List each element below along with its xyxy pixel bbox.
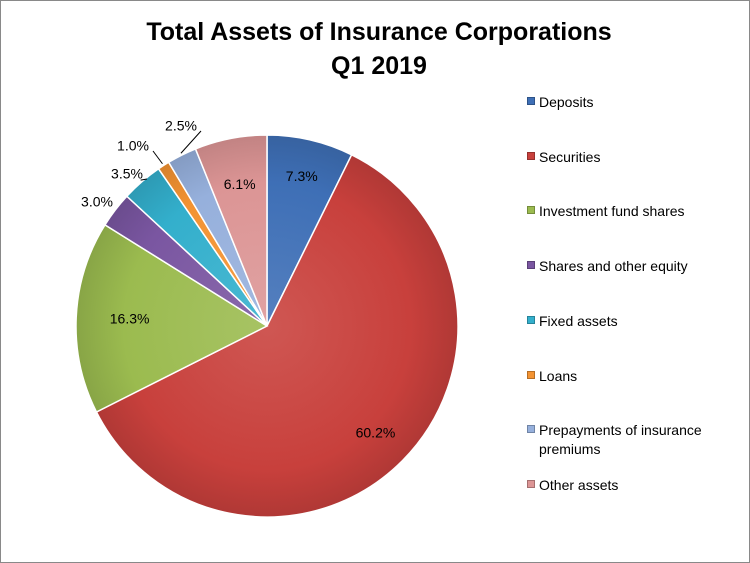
leader-line-prepayments-of-insurance-premiums [180, 130, 202, 154]
legend-swatch [527, 261, 535, 269]
legend-label: Other assets [539, 477, 619, 493]
legend-label: Fixed assets [539, 313, 618, 329]
leader-lines [140, 130, 202, 181]
leader-line-fixed-assets [140, 178, 148, 181]
data-labels: 7.3% 60.2% 16.3% 3.0% 3.5% 1.0% 2.5% 6.1% [81, 118, 395, 441]
data-label-loans: 1.0% [117, 138, 149, 154]
pie-slices [75, 134, 459, 518]
data-label-deposits: 7.3% [286, 168, 318, 184]
chart-title-line-1: Total Assets of Insurance Corporations [146, 18, 612, 46]
legend-label: Shares and other equity [539, 258, 688, 274]
data-label-securities: 60.2% [356, 424, 396, 440]
data-label-fixed-assets: 3.5% [111, 166, 143, 182]
chart-title: Total Assets of Insurance Corporations Q… [1, 15, 750, 83]
legend-swatch [527, 97, 535, 105]
pie-slice-investment-fund-shares [75, 223, 269, 413]
legend-label: Loans [539, 368, 578, 384]
legend-swatch [527, 152, 535, 160]
legend-label: Securities [539, 149, 601, 165]
chart-title-line-2: Q1 2019 [331, 52, 427, 80]
data-label-prepayments-of-insurance-premiums: 2.5% [165, 118, 197, 134]
data-label-investment-fund-shares: 16.3% [110, 310, 150, 326]
legend-label: Investment fund shares [539, 203, 685, 219]
legend-label: Prepayments of insurance premiums [539, 422, 702, 457]
data-label-shares-and-other-equity: 3.0% [81, 194, 113, 210]
legend: Deposits Securities Investment fund shar… [527, 1, 747, 562]
legend-swatch [527, 371, 535, 379]
legend-swatch [527, 316, 535, 324]
legend-swatch [527, 206, 535, 214]
legend-label: Deposits [539, 94, 594, 110]
pie-slice-other-assets [194, 134, 268, 327]
data-label-other-assets: 6.1% [224, 176, 256, 192]
legend-swatch [527, 480, 535, 488]
pie-slice-securities [95, 153, 459, 518]
legend-swatch [527, 425, 535, 433]
leader-line-loans [152, 150, 163, 165]
